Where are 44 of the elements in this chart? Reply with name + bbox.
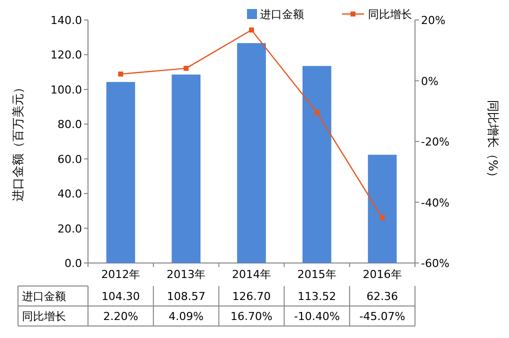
bar — [368, 154, 397, 263]
y2-axis-title: 同比增长（%） — [486, 100, 500, 184]
y-tick-label: 60.0 — [58, 152, 82, 166]
y-tick-label: 100.0 — [50, 83, 82, 96]
legend-label: 同比增长 — [368, 8, 412, 21]
data-label: 108.57 — [166, 290, 206, 303]
point — [184, 66, 189, 71]
point — [118, 72, 124, 77]
data-label: 62.36 — [366, 290, 398, 303]
data-label: 4.09% — [168, 310, 204, 323]
x-tick-label: 2013年 — [166, 268, 206, 281]
y-tick-label: 40.0 — [58, 188, 82, 201]
x-tick-label: 2012年 — [101, 268, 140, 281]
y2-tick-label: -40% — [421, 196, 450, 210]
data-label: 113.52 — [298, 290, 336, 303]
x-tick-label: 2015年 — [297, 268, 336, 281]
bar — [302, 66, 332, 263]
y-tick-label: 140.0 — [50, 14, 82, 27]
legend-label: 进口金额 — [260, 8, 304, 21]
y-tick-label: 20.0 — [58, 222, 82, 236]
y2-tick-label: 0% — [421, 74, 438, 88]
y2-tick-label: -20% — [421, 136, 450, 148]
y-tick-label: 0.0 — [64, 257, 82, 270]
point — [380, 215, 385, 220]
bar — [237, 43, 266, 263]
x-tick-label: 2014年 — [232, 268, 271, 281]
data-label: 2.20% — [103, 310, 138, 323]
data-label: 104.30 — [101, 290, 140, 303]
point — [249, 28, 254, 33]
x-tick-label: 2016年 — [362, 268, 402, 281]
point — [314, 110, 320, 115]
y-tick-label: 120.0 — [50, 48, 82, 62]
text: 进口金额 — [22, 290, 66, 303]
data-label: 16.70% — [230, 310, 272, 323]
bar — [172, 74, 200, 263]
y-axis-title: 进口金额（百万美元） — [11, 82, 25, 202]
y2-tick-label: -60% — [421, 257, 450, 270]
data-label: -10.40% — [294, 310, 340, 323]
text: 同比增长 — [22, 310, 66, 323]
data-label: -45.07% — [359, 310, 406, 323]
bar — [106, 82, 136, 263]
y-tick-label: 80.0 — [58, 118, 82, 132]
y2-tick-label: 20% — [421, 14, 446, 27]
data-label: 126.70 — [232, 290, 271, 303]
